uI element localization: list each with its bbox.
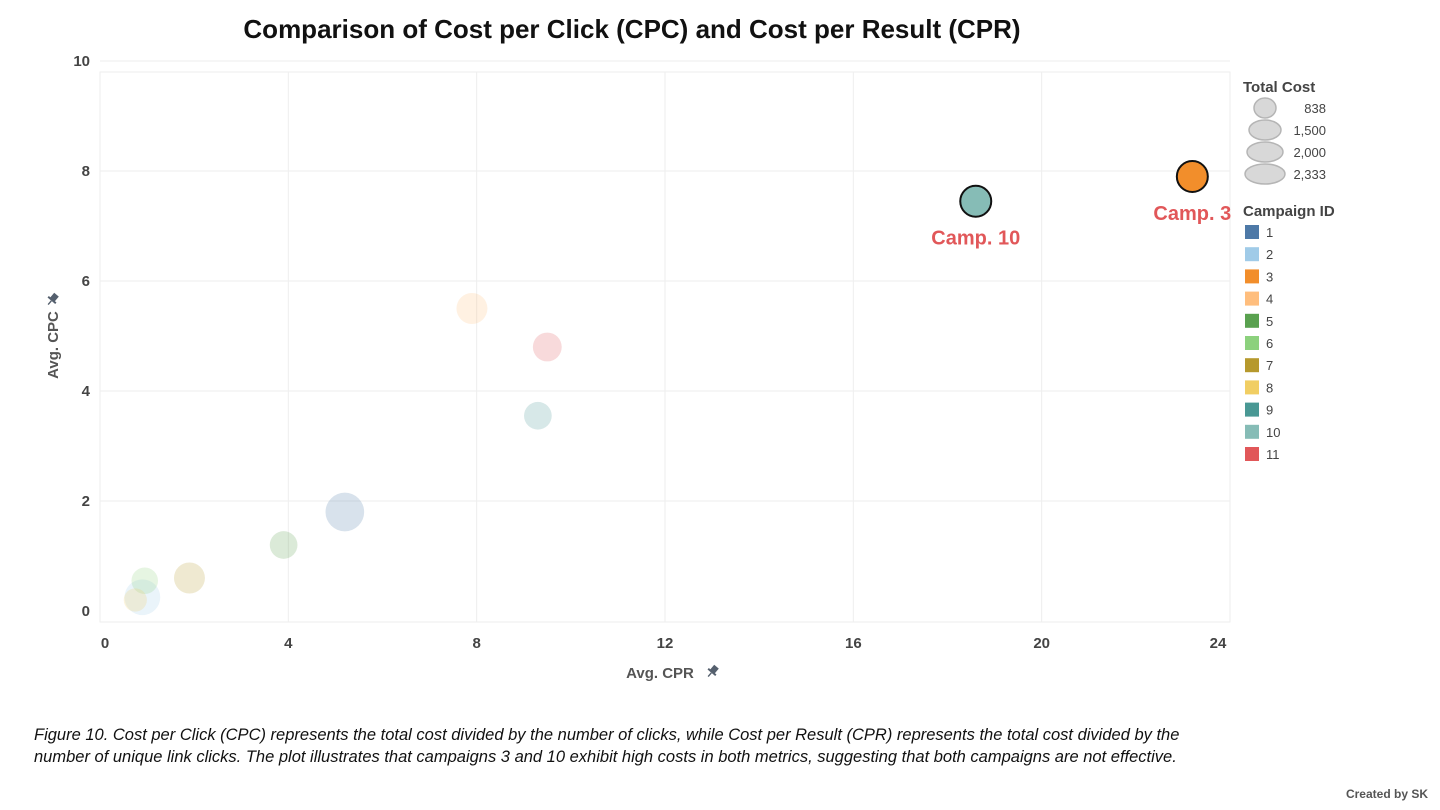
size-legend-swatch <box>1248 119 1282 141</box>
y-tick-label: 8 <box>82 163 90 180</box>
point-campaign-11[interactable] <box>532 332 562 362</box>
point-campaign-4[interactable] <box>456 293 488 324</box>
annotation-label: Camp. 10 <box>931 228 1020 250</box>
color-legend-swatch[interactable] <box>1245 291 1259 306</box>
color-legend-label: 7 <box>1266 358 1273 373</box>
color-legend-swatch[interactable] <box>1245 358 1259 373</box>
size-legend-label: 2,333 <box>1293 167 1326 182</box>
color-legend-label: 8 <box>1266 380 1273 395</box>
color-legend-label: 11 <box>1266 447 1280 462</box>
legend: Total Cost 838 1,500 2,000 2,333 Campaign ID 1… <box>1243 79 1335 462</box>
point-campaign-1[interactable] <box>325 492 365 532</box>
y-tick-label: 0 <box>82 603 90 620</box>
color-legend-swatch[interactable] <box>1245 269 1259 284</box>
color-legend-label: 3 <box>1266 269 1273 284</box>
color-legend-swatch[interactable] <box>1245 424 1259 439</box>
color-legend-swatch[interactable] <box>1245 225 1259 239</box>
size-legend-label: 838 <box>1304 101 1326 116</box>
point-campaign-5[interactable] <box>269 531 298 559</box>
size-legend-swatch <box>1246 141 1284 163</box>
size-legend-swatch <box>1244 163 1286 185</box>
color-legend-swatch[interactable] <box>1245 380 1259 395</box>
color-legend-label: 10 <box>1266 425 1280 440</box>
y-axis-label: Avg. CPC <box>45 311 62 379</box>
y-tick-label: 2 <box>82 493 90 510</box>
point-campaign-8[interactable] <box>123 588 147 612</box>
data-points <box>123 160 1209 616</box>
size-legend-swatch <box>1253 97 1277 119</box>
color-legend-swatch[interactable] <box>1245 447 1259 461</box>
color-legend-swatch[interactable] <box>1245 402 1259 417</box>
x-tick-label: 20 <box>1033 635 1050 652</box>
x-axis-label: Avg. CPR <box>626 665 694 682</box>
color-legend-label: 2 <box>1266 247 1273 262</box>
color-legend-label: 9 <box>1266 403 1273 418</box>
point-campaign-10[interactable] <box>959 184 993 218</box>
point-campaign-3[interactable] <box>1175 160 1209 193</box>
color-legend-label: 6 <box>1266 336 1273 351</box>
annotations: Camp. 3 Camp. 10 <box>931 203 1231 250</box>
y-tick-label: 6 <box>82 273 90 290</box>
color-legend-label: 4 <box>1266 292 1273 307</box>
size-legend-label: 2,000 <box>1293 145 1326 160</box>
color-legend-title: Campaign ID <box>1243 203 1335 220</box>
x-tick-label: 8 <box>472 635 480 652</box>
annotation-label: Camp. 3 <box>1153 203 1231 225</box>
credit-text: Created by SK <box>1345 787 1428 801</box>
size-legend-title: Total Cost <box>1243 79 1315 96</box>
x-tick-label: 0 <box>101 635 109 652</box>
color-legend-swatch[interactable] <box>1245 247 1259 262</box>
x-axis-pin-icon[interactable] <box>704 663 720 679</box>
point-campaign-6[interactable] <box>131 567 158 595</box>
x-tick-label: 16 <box>845 635 862 652</box>
chart-title: Comparison of Cost per Click (CPC) and C… <box>243 14 1021 44</box>
y-axis-pin-icon[interactable] <box>44 291 60 307</box>
x-tick-label: 4 <box>284 635 293 652</box>
point-campaign-2[interactable] <box>124 579 161 616</box>
color-legend-label: 1 <box>1266 225 1273 240</box>
size-legend-label: 1,500 <box>1293 123 1326 138</box>
point-campaign-9[interactable] <box>524 401 552 430</box>
grid-lines <box>99 60 1231 623</box>
x-tick-label: 12 <box>657 635 674 652</box>
point-campaign-7[interactable] <box>173 562 205 594</box>
color-legend-label: 5 <box>1266 314 1273 329</box>
color-legend-swatch[interactable] <box>1245 336 1259 350</box>
y-tick-label: 10 <box>73 53 90 70</box>
color-legend-swatch[interactable] <box>1245 313 1259 328</box>
x-tick-label: 24 <box>1210 635 1227 652</box>
figure-caption: Figure 10. Cost per Click (CPC) represen… <box>34 726 1180 766</box>
y-tick-label: 4 <box>82 383 91 400</box>
